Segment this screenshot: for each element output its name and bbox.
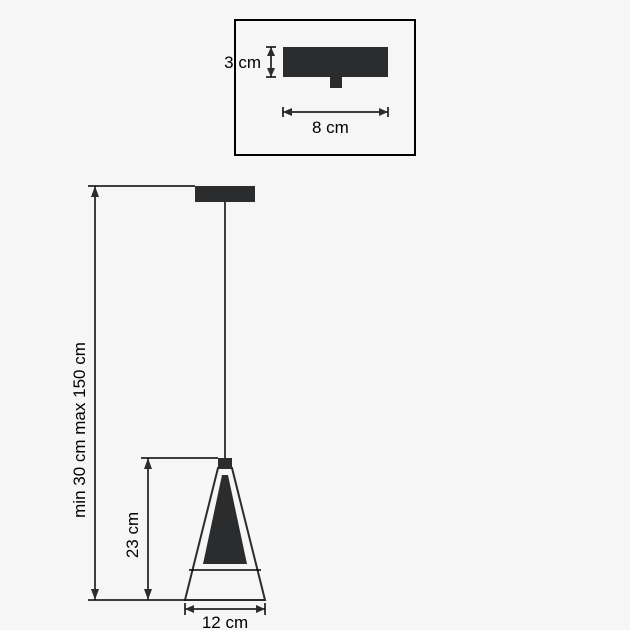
label-total-height: min 30 cm max 150 cm xyxy=(70,342,89,518)
label-3cm: 3 cm xyxy=(224,53,261,72)
side-view: min 30 cm max 150 cm 23 cm 12 cm xyxy=(70,186,265,630)
canopy-stem-top xyxy=(330,77,342,88)
dim-12cm: 12 cm xyxy=(185,603,265,630)
dim-3cm: 3 cm xyxy=(224,47,276,77)
dimension-drawing: 3 cm 8 cm m xyxy=(0,0,630,630)
shade-cap xyxy=(218,458,232,468)
canopy-plate-top xyxy=(283,47,388,77)
label-23cm: 23 cm xyxy=(123,512,142,558)
label-8cm: 8 cm xyxy=(312,118,349,137)
canopy-side xyxy=(195,186,255,202)
dim-8cm: 8 cm xyxy=(283,107,388,137)
top-view: 3 cm 8 cm xyxy=(224,20,415,155)
label-12cm: 12 cm xyxy=(202,613,248,630)
